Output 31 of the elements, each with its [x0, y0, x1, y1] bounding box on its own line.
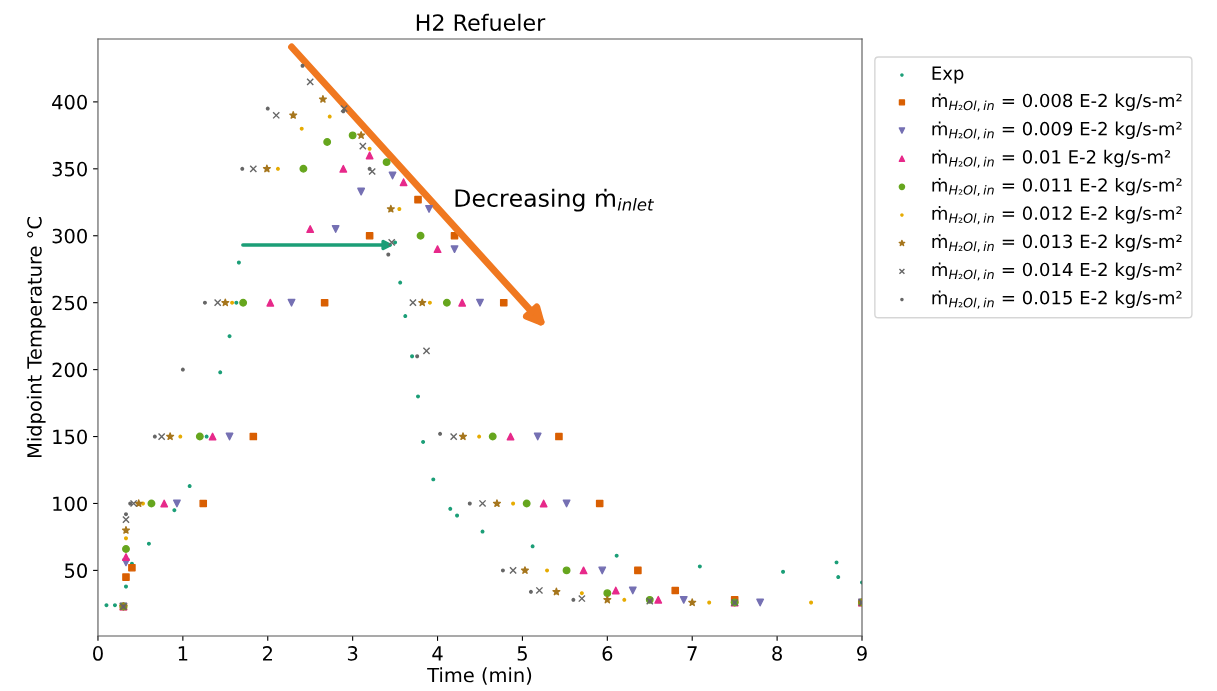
legend-label: ṁ$_{H₂Ol,in}$ = 0.008 E-2 kg/s-m²	[932, 93, 1182, 112]
annotation: Decreasing ṁ$_{inlet}$	[455, 188, 654, 212]
x-axis-title: Time (min)	[427, 667, 532, 685]
legend-label: ṁ$_{H₂Ol,in}$ = 0.013 E-2 kg/s-m²	[932, 234, 1182, 253]
x-tick-label: 9	[857, 646, 867, 661]
y-tick-label: 400	[52, 94, 87, 110]
y-tick-label: 100	[53, 496, 87, 512]
legend-label: ṁ$_{H₂Ol,in}$ = 0.011 E-2 kg/s-m²	[932, 177, 1182, 197]
x-tick-label: 7	[687, 646, 697, 661]
x-tick-label: 0	[93, 646, 103, 661]
y-tick-label: 300	[52, 228, 87, 244]
x-tick-label: 4	[432, 646, 443, 661]
y-tick-label: 250	[52, 295, 87, 311]
y-tick-label: 200	[52, 362, 87, 378]
legend-label: Exp	[932, 66, 964, 84]
legend-label: ṁ$_{H₂Ol,in}$ = 0.009 E-2 kg/s-m²	[932, 121, 1182, 140]
legend-label: ṁ$_{H₂Ol,in}$ = 0.014 E-2 kg/s-m²	[932, 262, 1182, 281]
y-axis-title: Midpoint Temperature °C	[26, 217, 46, 458]
x-tick-label: 8	[772, 646, 782, 661]
y-tick-label: 50	[65, 563, 87, 579]
x-tick-label: 3	[347, 646, 358, 661]
x-tick-label: 2	[262, 646, 272, 661]
legend-label: ṁ$_{H₂Ol,in}$ = 0.015 E-2 kg/s-m²	[932, 290, 1182, 309]
chart-title: H2 Refueler	[416, 13, 546, 31]
x-tick-label: 5	[517, 646, 527, 661]
y-tick-label: 350	[52, 161, 87, 177]
y-tick-label: 150	[53, 429, 87, 445]
x-tick-label: 1	[178, 646, 188, 661]
legend-label: ṁ$_{H₂Ol,in}$ = 0.012 E-2 kg/s-m²	[932, 206, 1182, 225]
legend-label: ṁ$_{H₂Ol,in}$ = 0.01 E-2 kg/s-m²	[932, 149, 1171, 168]
x-tick-label: 6	[602, 646, 613, 661]
